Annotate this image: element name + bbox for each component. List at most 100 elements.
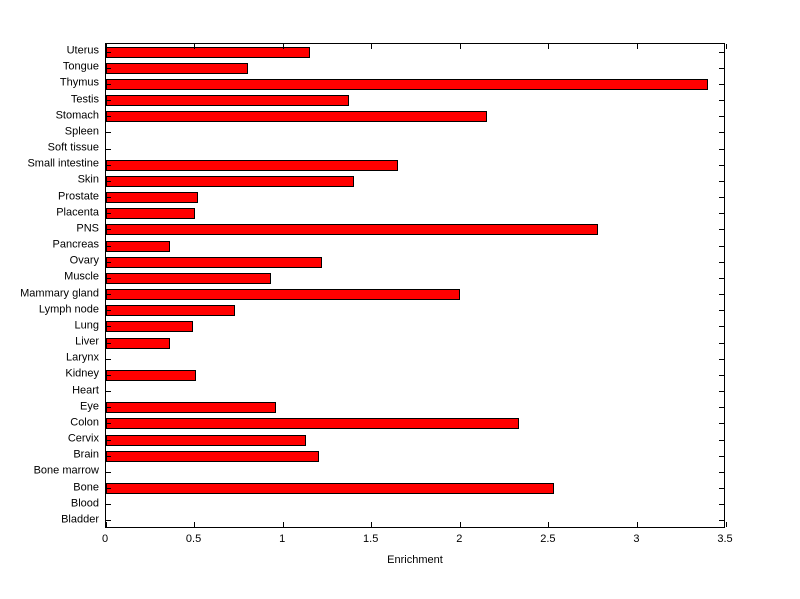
xtick-label: 2: [456, 533, 463, 545]
axis-tick: [719, 326, 724, 328]
ytick-label: Skin: [77, 173, 99, 186]
bar-ovary: [106, 256, 322, 268]
axis-tick: [106, 261, 111, 263]
axis-tick: [459, 44, 461, 49]
axis-tick: [719, 358, 724, 360]
ytick-label: Liver: [75, 335, 99, 348]
ytick-label: Placenta: [56, 206, 99, 219]
xtick-label: 2.5: [540, 533, 556, 545]
ytick-label: Ovary: [69, 254, 99, 267]
ytick-label: Cervix: [67, 432, 99, 445]
axis-tick: [371, 522, 373, 527]
axis-tick: [106, 100, 111, 102]
ytick-label: PNS: [76, 222, 99, 235]
axis-tick: [719, 83, 724, 85]
bar-lung: [106, 321, 193, 333]
axis-tick: [725, 522, 727, 527]
axis-tick: [719, 277, 724, 279]
bar-testis: [106, 95, 349, 107]
bar-prostate: [106, 192, 198, 204]
axis-tick: [719, 245, 724, 247]
bar-small-intestine: [106, 159, 398, 171]
axis-tick: [106, 277, 111, 279]
axis-tick: [106, 294, 111, 296]
ytick-label: Prostate: [58, 190, 99, 203]
axis-tick: [105, 522, 107, 527]
axis-tick: [719, 439, 724, 441]
axis-tick: [725, 44, 727, 49]
axis-tick: [106, 423, 111, 425]
axis-tick: [719, 116, 724, 118]
xtick-label: 0: [101, 533, 109, 545]
axis-tick: [106, 51, 111, 53]
bar-stomach: [106, 111, 487, 123]
axis-tick: [106, 245, 111, 247]
ytick-label: Tongue: [62, 60, 99, 73]
axis-tick: [719, 520, 724, 522]
bar-eye: [106, 402, 276, 414]
ytick-label: Eye: [80, 400, 99, 413]
ytick-label: Lymph node: [38, 303, 99, 316]
ytick-label: Mammary gland: [20, 287, 99, 300]
axis-tick: [194, 44, 196, 49]
ytick-label: Blood: [70, 497, 99, 510]
xtick-label: 1: [279, 533, 286, 545]
axis-tick: [548, 44, 550, 49]
axis-tick: [106, 148, 111, 150]
axis-tick: [106, 488, 111, 490]
axis-tick: [106, 67, 111, 69]
axis-tick: [106, 407, 111, 409]
bar-pns: [106, 224, 598, 236]
ytick-label: Heart: [72, 384, 99, 397]
axis-tick: [719, 342, 724, 344]
bar-cervix: [106, 434, 306, 446]
bar-thymus: [106, 78, 708, 90]
axis-tick: [106, 83, 111, 85]
axis-tick: [719, 261, 724, 263]
axis-tick: [719, 471, 724, 473]
bar-lymph-node: [106, 305, 235, 317]
axis-tick: [719, 374, 724, 376]
axis-tick: [719, 310, 724, 312]
axis-tick: [282, 44, 284, 49]
axis-tick: [106, 229, 111, 231]
axis-tick: [719, 504, 724, 506]
axis-tick: [106, 374, 111, 376]
xtick-label: 3.5: [717, 533, 733, 545]
axis-tick: [106, 504, 111, 506]
ytick-label: Soft tissue: [47, 141, 99, 154]
ytick-label: Bone marrow: [33, 464, 99, 477]
bar-brain: [106, 450, 319, 462]
axis-tick: [106, 213, 111, 215]
axis-tick: [719, 455, 724, 457]
axis-tick: [106, 326, 111, 328]
axis-tick: [719, 67, 724, 69]
axis-tick: [636, 44, 638, 49]
bar-uterus: [106, 46, 310, 58]
axis-tick: [719, 229, 724, 231]
bar-colon: [106, 418, 519, 430]
axis-tick: [719, 51, 724, 53]
bar-placenta: [106, 208, 195, 220]
x-axis-label: Enrichment: [387, 554, 443, 566]
axis-tick: [719, 407, 724, 409]
plot-area: [105, 43, 727, 528]
bar-liver: [106, 337, 170, 349]
xtick-label: 0.5: [185, 533, 202, 545]
axis-tick: [548, 522, 550, 527]
axis-tick: [719, 213, 724, 215]
axis-tick: [719, 180, 724, 182]
axis-tick: [106, 132, 111, 134]
bar-skin: [106, 175, 354, 187]
axis-tick: [282, 522, 284, 527]
axis-tick: [106, 455, 111, 457]
axis-tick: [719, 294, 724, 296]
ytick-label: Bladder: [61, 513, 99, 526]
axis-tick: [636, 522, 638, 527]
axis-tick: [106, 391, 111, 393]
axis-tick: [719, 148, 724, 150]
ytick-label: Small intestine: [27, 157, 99, 170]
ytick-label: Muscle: [64, 270, 99, 283]
ytick-label: Pancreas: [52, 238, 99, 251]
ytick-label: Testis: [70, 93, 99, 106]
